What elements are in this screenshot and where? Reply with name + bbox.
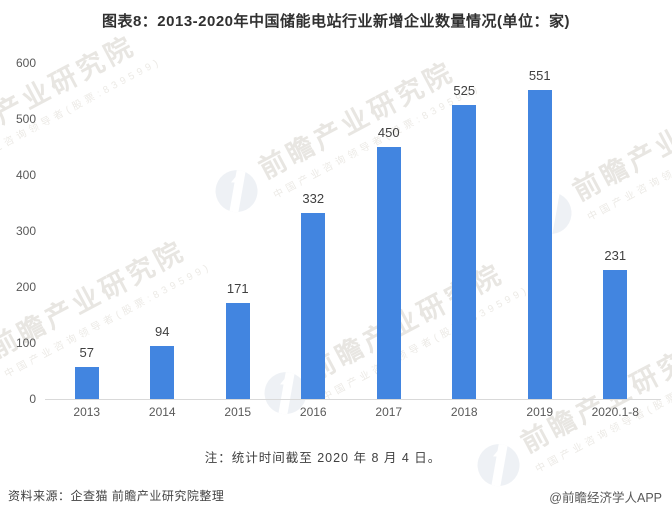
bar-slot: 450 xyxy=(351,63,427,399)
bar-value-label: 231 xyxy=(604,248,627,263)
bar xyxy=(452,105,477,399)
x-tick-label: 2018 xyxy=(450,405,478,419)
bar xyxy=(225,303,250,399)
bar-value-label: 171 xyxy=(226,281,249,296)
x-tick-label: 2020.1-8 xyxy=(591,405,639,419)
x-tick-label: 2019 xyxy=(526,405,554,419)
x-axis-labels: 2013 2014 2015 2016 2017 2018 2019 2020.1-8 xyxy=(49,405,653,420)
bar-slot: 94 xyxy=(125,63,201,399)
bar-slot: 231 xyxy=(578,63,654,399)
bar-value-label: 525 xyxy=(453,83,476,98)
bar-slot: 525 xyxy=(427,63,503,399)
x-axis-line xyxy=(45,399,661,400)
y-tick-label: 200 xyxy=(15,280,36,294)
bar xyxy=(301,213,326,399)
bar-slot: 332 xyxy=(276,63,352,399)
credit-watermark: @前瞻经济学人APP xyxy=(549,491,662,505)
bar-value-label: 551 xyxy=(528,68,551,83)
bar xyxy=(376,147,401,399)
bar-value-label: 450 xyxy=(377,125,400,140)
chart-note: 注：统计时间截至 2020 年 8 月 4 日。 xyxy=(204,451,442,465)
chart-title: 图表8：2013-2020年中国储能电站行业新增企业数量情况(单位：家) xyxy=(101,13,571,30)
bar-slot: 551 xyxy=(502,63,578,399)
y-tick-label: 500 xyxy=(15,112,36,126)
x-tick-label: 2014 xyxy=(148,405,176,419)
bar xyxy=(150,346,175,399)
y-axis: 0 100 200 300 400 500 600 xyxy=(0,0,36,515)
source-attribution: 资料来源：企查猫 前瞻产业研究院整理 xyxy=(8,489,225,503)
x-tick-label: 2017 xyxy=(375,405,403,419)
bar-slot: 171 xyxy=(200,63,276,399)
bar xyxy=(74,367,99,399)
bar-value-label: 57 xyxy=(79,345,94,360)
x-tick-label: 2016 xyxy=(299,405,327,419)
y-tick-label: 100 xyxy=(15,336,36,350)
y-tick-label: 600 xyxy=(15,56,36,70)
bar-value-label: 332 xyxy=(302,191,325,206)
bar-slot: 57 xyxy=(49,63,125,399)
y-tick-label: 0 xyxy=(29,392,36,406)
x-tick-label: 2013 xyxy=(73,405,101,419)
y-tick-label: 400 xyxy=(15,168,36,182)
bar xyxy=(603,270,628,399)
x-tick-label: 2015 xyxy=(224,405,252,419)
y-tick-label: 300 xyxy=(15,224,36,238)
plot-area: 57 94 171 332 450 525 551 231 xyxy=(49,63,653,399)
bar xyxy=(527,90,552,399)
bar-value-label: 94 xyxy=(155,324,170,339)
